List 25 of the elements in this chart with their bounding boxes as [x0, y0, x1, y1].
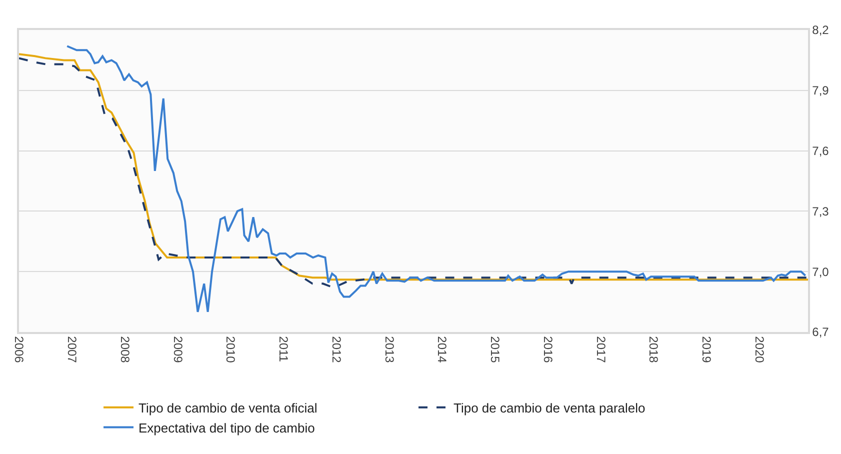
- x-tick-label: 2012: [329, 336, 344, 364]
- x-tick-label: 2020: [752, 336, 766, 364]
- y-tick-label: 7,3: [812, 204, 830, 218]
- x-tick-label: 2013: [382, 336, 396, 364]
- x-tick-label: 2015: [488, 336, 502, 364]
- legend-label: Tipo de cambio de venta paralelo: [454, 400, 646, 416]
- y-tick-label: 7,0: [812, 264, 830, 279]
- legend-label: Tipo de cambio de venta oficial: [138, 400, 318, 416]
- x-tick-label: 2016: [540, 336, 555, 364]
- x-tick-label: 2018: [646, 336, 661, 364]
- x-tick-label: 2019: [700, 336, 714, 364]
- y-tick-label: 7,6: [812, 144, 830, 158]
- x-tick-label: 2011: [276, 336, 291, 362]
- y-tick-label: 7,9: [812, 84, 830, 98]
- y-tick-label: 8,2: [812, 23, 830, 38]
- line-series: [66, 45, 806, 313]
- x-tick-label: 2014: [435, 336, 450, 364]
- x-tick-label: 2017: [594, 336, 608, 364]
- y-tick-label: 6,7: [812, 325, 830, 340]
- x-tick-label: 2010: [224, 336, 238, 364]
- x-tick-label: 2006: [12, 336, 26, 364]
- x-tick-label: 2007: [64, 336, 79, 364]
- legend-label: Expectativa del tipo de cambio: [138, 420, 315, 436]
- x-tick-label: 2009: [170, 336, 185, 364]
- x-tick-label: 2008: [118, 336, 132, 364]
